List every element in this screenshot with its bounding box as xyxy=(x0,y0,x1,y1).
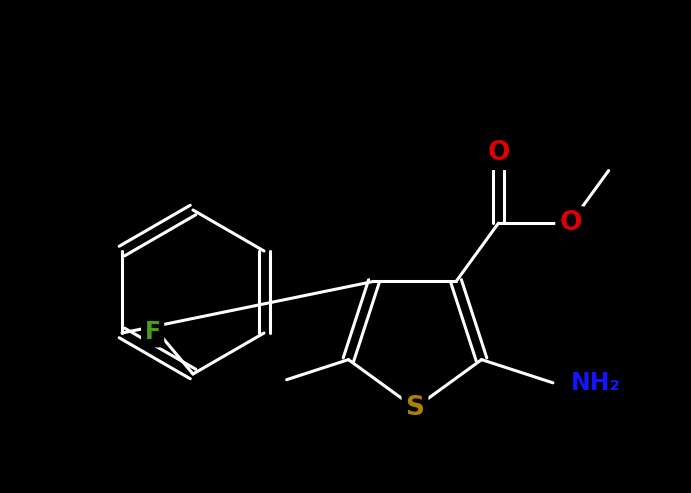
Text: NH₂: NH₂ xyxy=(571,371,621,395)
Text: O: O xyxy=(487,140,510,166)
Text: F: F xyxy=(144,320,161,344)
Text: O: O xyxy=(559,210,582,236)
Text: S: S xyxy=(406,395,424,421)
